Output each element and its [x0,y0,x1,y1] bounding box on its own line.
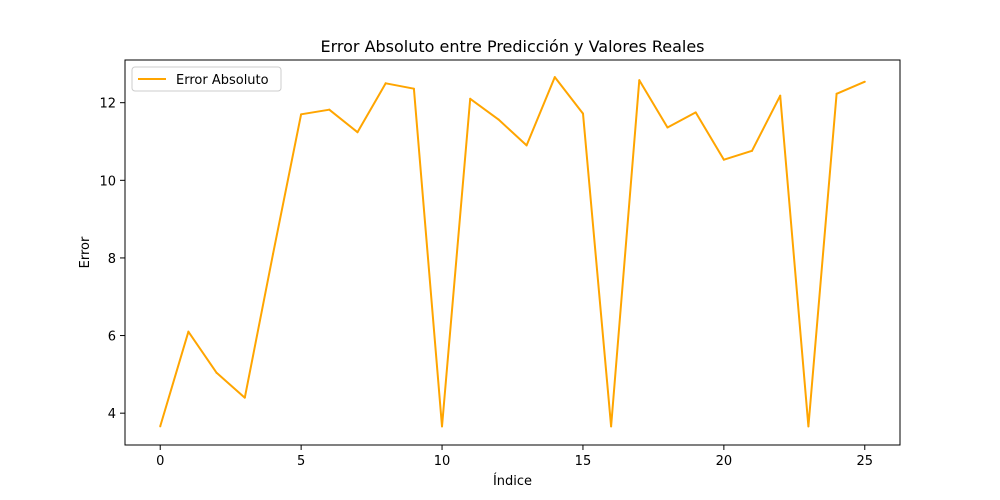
data-point [863,80,866,83]
y-tick-label: 10 [99,174,116,189]
x-tick-label: 20 [716,454,733,469]
data-point [835,92,838,95]
x-tick-label: 15 [575,454,592,469]
x-axis-title: Índice [493,473,532,489]
chart-title: Error Absoluto entre Predicción y Valore… [320,37,704,56]
plot-background [125,60,900,445]
data-point [271,253,274,256]
data-point [610,425,613,428]
plot-frame [124,59,901,446]
data-point [694,111,697,114]
y-axis-title: Error [78,236,93,268]
data-point [779,94,782,97]
y-tick-label: 12 [99,97,116,112]
y-axis-ticks: 4 6 8 10 12 [99,97,125,422]
y-tick-label: 6 [108,330,116,345]
legend-box [131,66,282,92]
x-tick-label: 10 [434,454,451,469]
data-point [159,425,162,428]
data-point [497,118,500,121]
data-point [722,158,725,161]
data-point [581,112,584,115]
legend: Error Absoluto [131,66,282,92]
x-tick-label: 0 [156,454,164,469]
y-tick-label: 4 [108,407,116,422]
x-axis-ticks: 0 5 10 15 20 25 [156,445,873,469]
data-point [666,126,669,129]
data-point [300,113,303,116]
data-point [469,97,472,100]
data-point [215,371,218,374]
data-point [187,330,190,333]
data-point [751,149,754,152]
data-point [638,79,641,82]
data-point [328,108,331,111]
data-point [553,76,556,79]
data-point [525,144,528,147]
data-point [356,131,359,134]
x-tick-label: 5 [297,454,305,469]
legend-label: Error Absoluto [176,73,269,88]
data-point [807,425,810,428]
series-line [159,76,866,428]
data-point [412,87,415,90]
data-point [384,82,387,85]
series-layer [159,76,866,428]
y-tick-label: 8 [108,252,116,267]
data-point [243,396,246,399]
data-point [441,425,444,428]
x-tick-label: 25 [856,454,873,469]
